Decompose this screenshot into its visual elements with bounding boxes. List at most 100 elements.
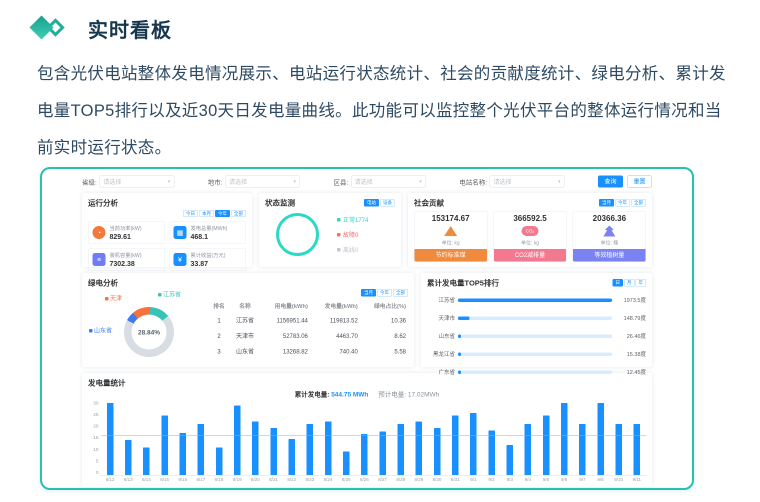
y-tick-label: 10	[93, 446, 99, 453]
bar-track	[458, 352, 612, 356]
tab-year[interactable]: 今年	[614, 199, 630, 207]
chart-annotation: 累计发电量: 544.75 MWh 预计电量: 17.02MWh	[88, 389, 646, 399]
search-button[interactable]: 查询	[597, 175, 623, 188]
bar-fill	[458, 298, 612, 302]
total-generation-card: ▦ 发电总量(MWh) 468.1	[169, 221, 246, 244]
bar-column[interactable]	[174, 401, 192, 475]
bar-column[interactable]	[137, 401, 155, 475]
tab-current-month[interactable]: 当月	[598, 199, 614, 207]
tab-all[interactable]: 全部	[392, 289, 408, 297]
bar-column[interactable]	[246, 401, 264, 475]
stat-value: 468.1	[190, 232, 209, 241]
city-select[interactable]: 请选择 ▾	[225, 175, 301, 188]
bar-column[interactable]	[228, 401, 246, 475]
stat-label: 当前功率(kW)	[109, 225, 142, 232]
city-filter-label: 地市:	[207, 178, 223, 186]
bar-column[interactable]	[519, 401, 537, 475]
plot-area	[101, 401, 646, 476]
bar-column[interactable]	[410, 401, 428, 475]
bar-column[interactable]	[373, 401, 391, 475]
bar-column[interactable]	[301, 401, 319, 475]
tab-month[interactable]: 月	[623, 279, 635, 287]
chevron-down-icon: ▾	[293, 178, 297, 185]
co2-reduction-value: 366592.5	[513, 214, 547, 224]
bar-column[interactable]	[464, 401, 482, 475]
bar-column[interactable]	[610, 401, 628, 475]
y-tick-label: 5	[95, 458, 99, 464]
bar-column[interactable]	[337, 401, 355, 475]
bar	[143, 447, 150, 475]
tab-today[interactable]: 今日	[182, 210, 198, 217]
legend-tianjin: 天津	[105, 294, 122, 303]
x-tick-label: 8/30	[432, 477, 442, 482]
run-analysis-title: 运行分析	[88, 199, 119, 208]
bar	[361, 434, 368, 475]
bar-column[interactable]	[573, 401, 591, 475]
average-line	[101, 435, 646, 436]
reset-button[interactable]: 重置	[626, 175, 652, 188]
station-name-filter-field: 电站名称: 请选择 ▾	[459, 175, 565, 188]
bar-column[interactable]	[591, 401, 609, 475]
station-name-select[interactable]: 请选择 ▾	[489, 175, 565, 188]
unit-label: 单位: 棵	[600, 240, 619, 247]
bar-column[interactable]	[283, 401, 301, 475]
co2-cloud-icon: CO₂	[521, 226, 539, 236]
legend-dot	[158, 293, 162, 297]
district-filter-field: 区县: 请选择 ▾	[333, 175, 426, 188]
bar	[615, 424, 622, 475]
green-tabs: 当月 今年 全部	[208, 289, 408, 297]
province-select[interactable]: 请选择 ▾	[99, 175, 175, 188]
tab-station[interactable]: 电站	[363, 199, 379, 207]
top5-row-label: 广东省	[438, 369, 456, 376]
bar	[233, 405, 241, 475]
bar-column[interactable]	[428, 401, 446, 475]
x-tick-label: 8/24	[323, 477, 333, 482]
tab-this-month[interactable]: 本月	[198, 210, 214, 217]
bar-column[interactable]	[482, 401, 500, 475]
bar-column[interactable]	[192, 401, 210, 475]
bar-column[interactable]	[537, 401, 555, 475]
bar-column[interactable]	[155, 401, 173, 475]
y-tick-label: 25	[93, 412, 99, 418]
bar-column[interactable]	[446, 401, 464, 475]
x-tick-label: 9/5	[542, 477, 550, 482]
legend-dot	[89, 329, 93, 333]
bar-column[interactable]	[355, 401, 373, 475]
tab-year[interactable]: 今年	[376, 289, 392, 297]
col-generation: 发电量(kWh)	[324, 303, 358, 310]
section-header: 实时看板	[28, 10, 172, 46]
bar	[124, 440, 132, 475]
co2-reduction-button[interactable]: CO2减排量	[493, 249, 567, 262]
province-filter-field: 省级: 请选择 ▾	[82, 175, 175, 188]
bar-fill	[458, 352, 461, 356]
bar-column[interactable]	[555, 401, 573, 475]
trees-planted-button[interactable]: 等效植树量	[573, 249, 646, 262]
y-tick-label: 20	[93, 423, 99, 430]
bar-column[interactable]	[501, 401, 519, 475]
bar-column[interactable]	[101, 401, 119, 475]
tab-this-year[interactable]: 今年	[214, 210, 230, 217]
coal-saved-button[interactable]: 节约标准煤	[414, 249, 487, 262]
page-title: 实时看板	[88, 19, 172, 42]
bar-column[interactable]	[119, 401, 137, 475]
tab-all[interactable]: 全部	[630, 199, 646, 207]
x-tick-label: 8/27	[378, 477, 387, 482]
district-select[interactable]: 请选择 ▾	[350, 175, 426, 188]
database-icon: ≡	[92, 253, 106, 266]
tab-current-month[interactable]: 当月	[360, 289, 376, 297]
tab-day[interactable]: 日	[612, 279, 623, 287]
bar-column[interactable]	[628, 401, 646, 475]
bar-column[interactable]	[319, 401, 337, 475]
bar-column[interactable]	[210, 401, 228, 475]
bar	[106, 402, 114, 475]
bar	[470, 412, 477, 475]
tab-year[interactable]: 年	[635, 279, 646, 287]
top5-row-label: 江苏省	[438, 297, 456, 304]
installed-capacity-card: ≡ 装机容量(kW) 7302.38	[88, 248, 165, 271]
top5-row: 天津市 148.79度	[427, 314, 647, 322]
bar-column[interactable]	[392, 401, 410, 475]
tab-all[interactable]: 全部	[230, 210, 246, 217]
bar-column[interactable]	[264, 401, 282, 475]
x-tick-label: 8/14	[142, 477, 151, 482]
tab-device[interactable]: 设备	[379, 199, 395, 207]
